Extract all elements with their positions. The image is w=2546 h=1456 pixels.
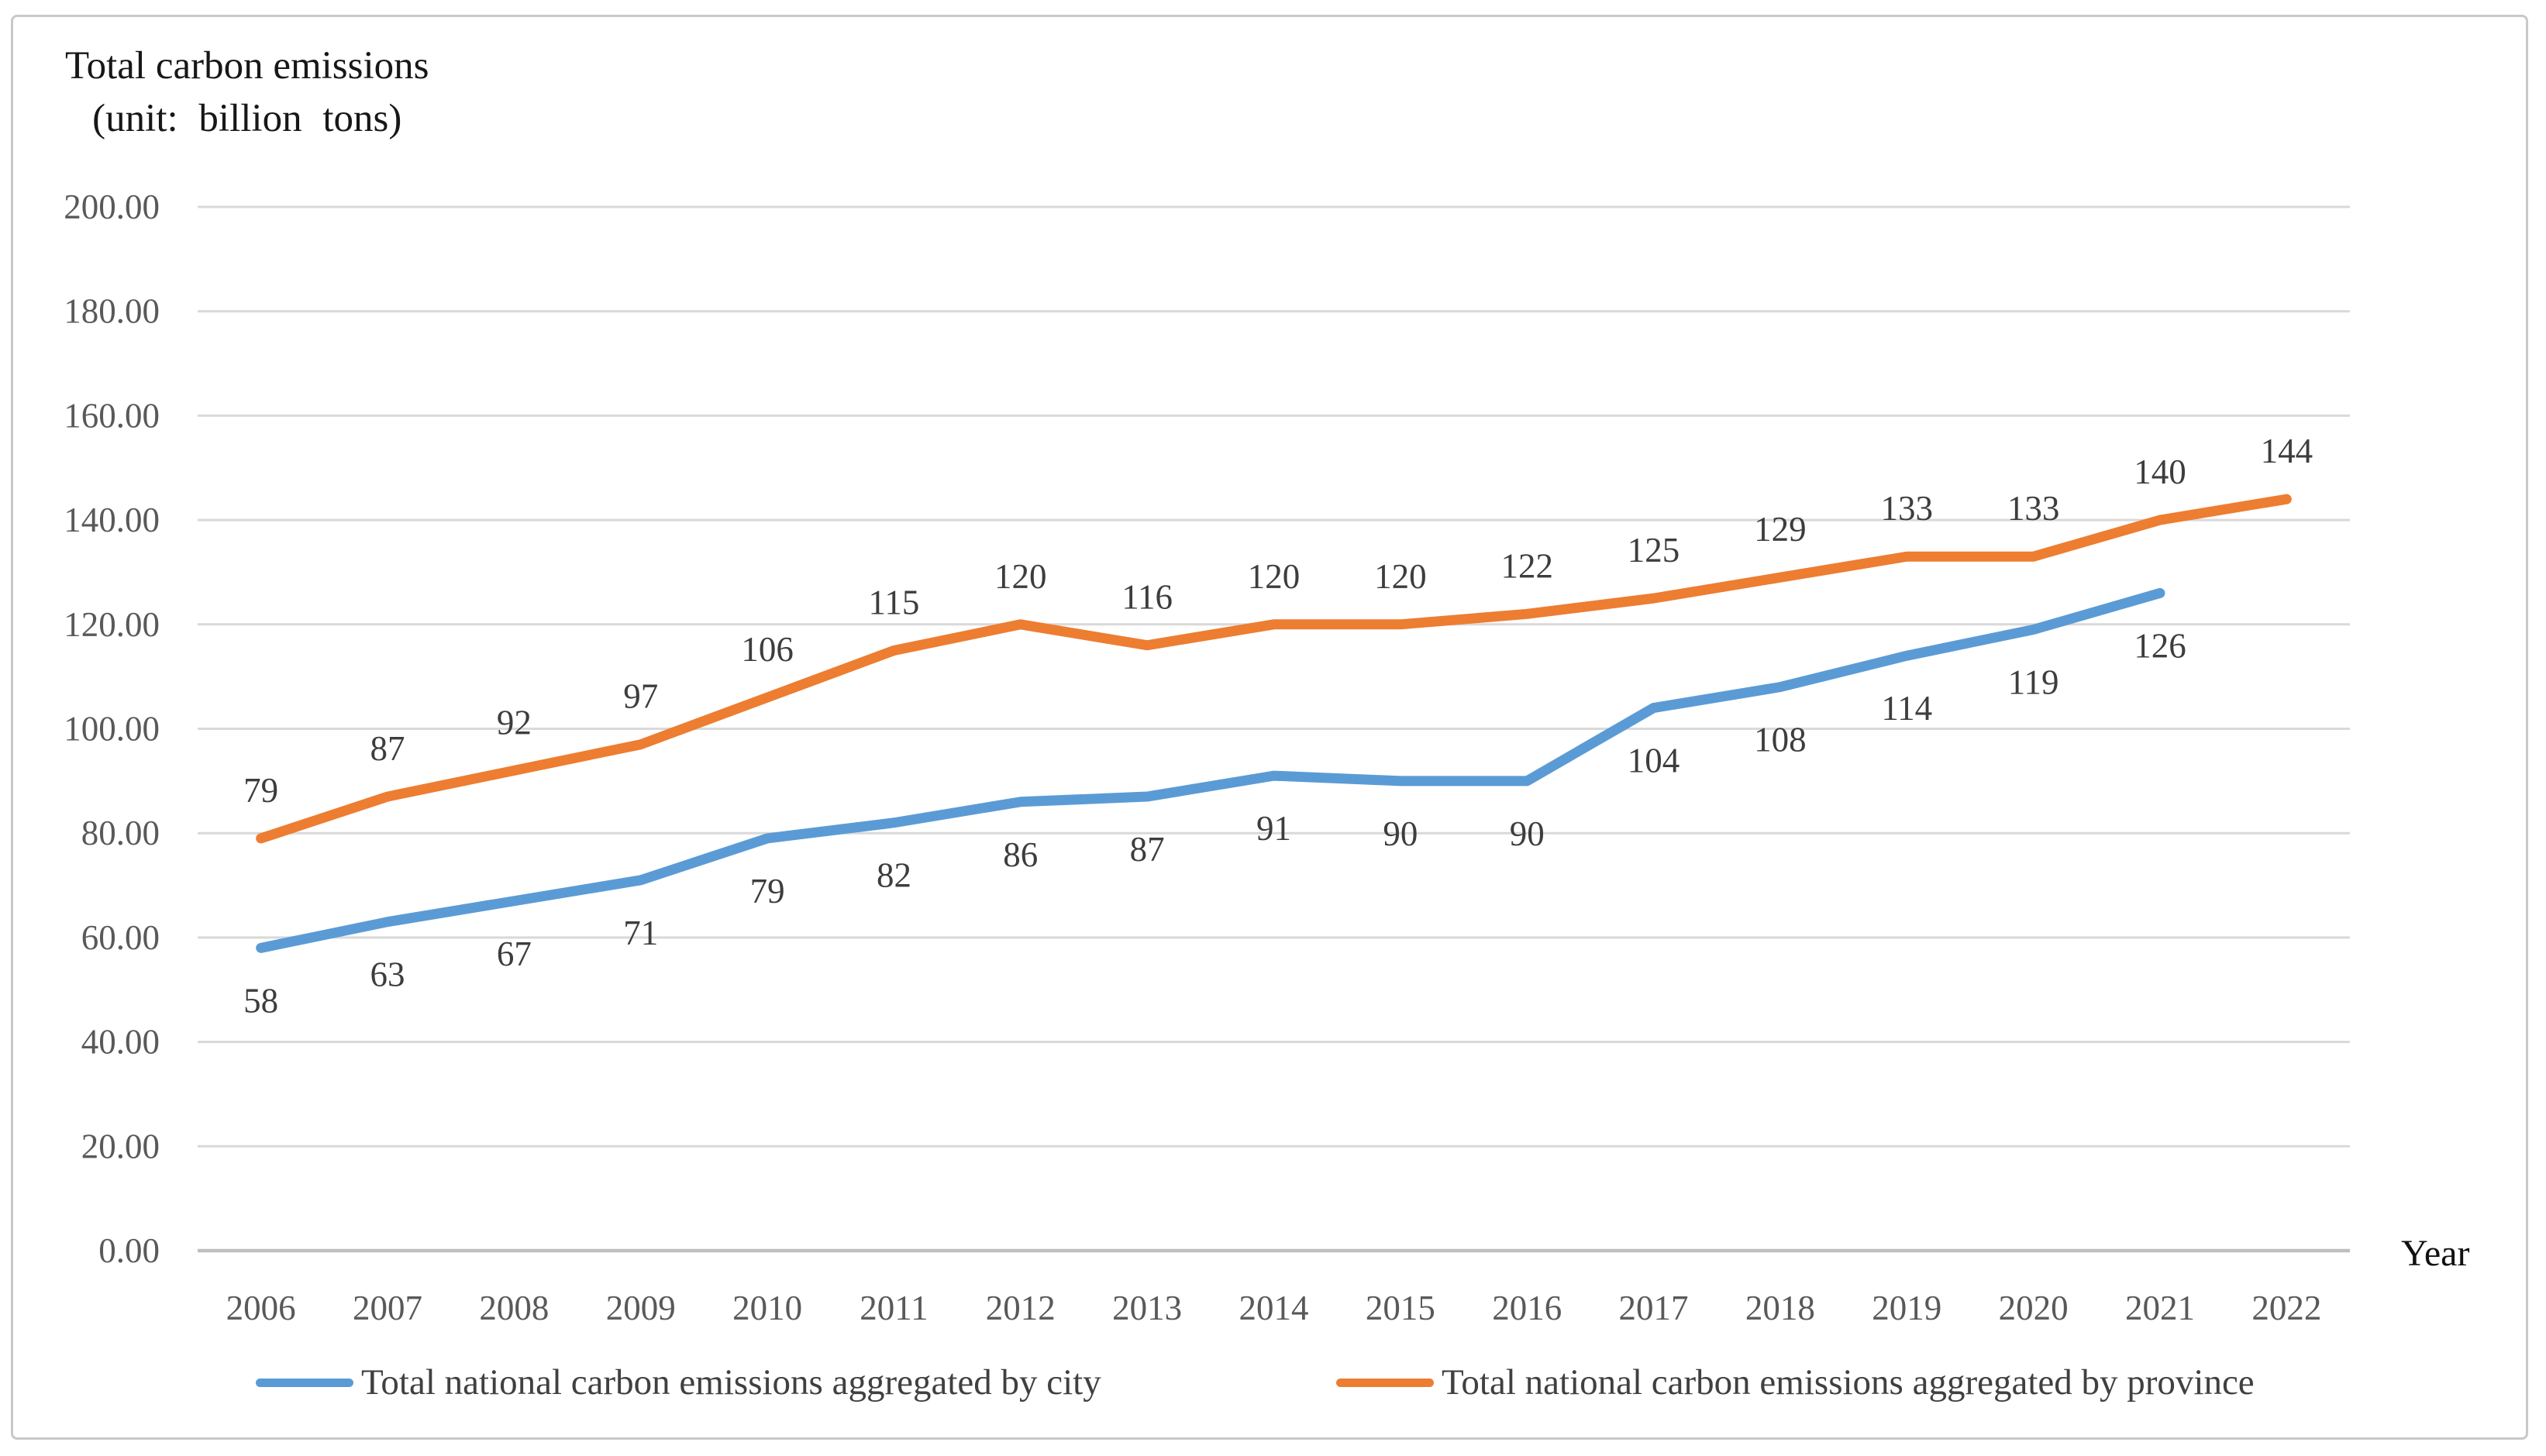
data-label: 133: [2007, 489, 2060, 528]
x-tick-label: 2011: [860, 1289, 928, 1327]
x-axis-title: Year: [2401, 1233, 2470, 1274]
y-tick-label: 20.00: [81, 1127, 160, 1165]
data-label: 71: [623, 914, 658, 952]
data-label: 144: [2261, 432, 2313, 470]
x-tick-label: 2015: [1366, 1289, 1435, 1327]
y-tick-label: 140.00: [64, 501, 160, 539]
data-label: 91: [1256, 809, 1291, 848]
data-label: 90: [1510, 814, 1545, 853]
chart-title: Total carbon emissions (unit: billion to…: [65, 40, 429, 146]
series-line-city: [256, 587, 2165, 953]
data-label: 97: [623, 677, 658, 716]
x-tick-label: 2020: [1999, 1289, 2069, 1327]
y-tick-label: 180.00: [64, 292, 160, 331]
y-tick-label: 160.00: [64, 396, 160, 435]
x-tick-label: 2014: [1239, 1289, 1309, 1327]
data-label: 120: [1248, 557, 1301, 596]
data-label: 120: [1374, 557, 1427, 596]
data-label: 87: [1130, 830, 1165, 869]
y-tick-label: 40.00: [81, 1023, 160, 1062]
legend-item-province: Total national carbon emissions aggregat…: [1336, 1358, 2255, 1407]
data-label: 140: [2134, 453, 2186, 491]
data-label: 79: [750, 872, 785, 910]
data-label: 108: [1754, 721, 1807, 759]
legend-label-province: Total national carbon emissions aggregat…: [1442, 1362, 2255, 1403]
data-label: 58: [243, 981, 278, 1020]
chart-title-line1: Total carbon emissions: [65, 44, 429, 88]
x-tick-label: 2018: [1745, 1289, 1815, 1327]
chart-title-unit: (unit: billion tons): [92, 96, 402, 140]
data-label: 122: [1500, 546, 1553, 585]
y-tick-label: 80.00: [81, 814, 160, 852]
data-label: 86: [1003, 835, 1038, 874]
chart-frame: [11, 15, 2528, 1440]
data-label: 104: [1628, 742, 1680, 780]
data-label: 63: [370, 955, 405, 994]
y-tick-label: 60.00: [81, 918, 160, 957]
data-label: 126: [2134, 626, 2186, 665]
legend-swatch-province: [1336, 1378, 1434, 1387]
data-label: 92: [497, 703, 532, 742]
data-label: 116: [1121, 578, 1173, 617]
data-label: 114: [1881, 689, 1932, 728]
data-label: 67: [497, 935, 532, 973]
data-label: 79: [243, 771, 278, 810]
x-tick-label: 2022: [2251, 1289, 2321, 1327]
x-tick-label: 2019: [1872, 1289, 1941, 1327]
x-tick-label: 2006: [226, 1289, 296, 1327]
data-label: 87: [370, 729, 405, 768]
x-tick-label: 2013: [1112, 1289, 1182, 1327]
legend-item-city: Total national carbon emissions aggregat…: [256, 1358, 1101, 1407]
x-tick-label: 2016: [1492, 1289, 1562, 1327]
y-tick-label: 0.00: [98, 1231, 160, 1270]
legend-label-city: Total national carbon emissions aggregat…: [361, 1362, 1101, 1403]
x-tick-label: 2010: [732, 1289, 802, 1327]
x-tick-label: 2021: [2125, 1289, 2195, 1327]
data-label: 119: [2008, 663, 2059, 702]
data-label: 129: [1754, 510, 1807, 549]
x-tick-label: 2012: [986, 1289, 1056, 1327]
x-tick-label: 2017: [1619, 1289, 1689, 1327]
data-label: 125: [1628, 531, 1680, 570]
data-label: 115: [869, 583, 920, 621]
data-label: 90: [1383, 814, 1418, 853]
series-line-province: [256, 494, 2292, 844]
y-tick-label: 200.00: [64, 188, 160, 226]
x-tick-label: 2007: [353, 1289, 422, 1327]
x-tick-label: 2009: [606, 1289, 676, 1327]
data-label: 133: [1881, 489, 1934, 528]
data-label: 120: [994, 557, 1047, 596]
data-label: 106: [741, 630, 794, 669]
legend-swatch-city: [256, 1378, 353, 1387]
data-label: 82: [877, 856, 911, 895]
y-tick-label: 120.00: [64, 605, 160, 644]
x-tick-label: 2008: [479, 1289, 549, 1327]
y-tick-label: 100.00: [64, 710, 160, 749]
